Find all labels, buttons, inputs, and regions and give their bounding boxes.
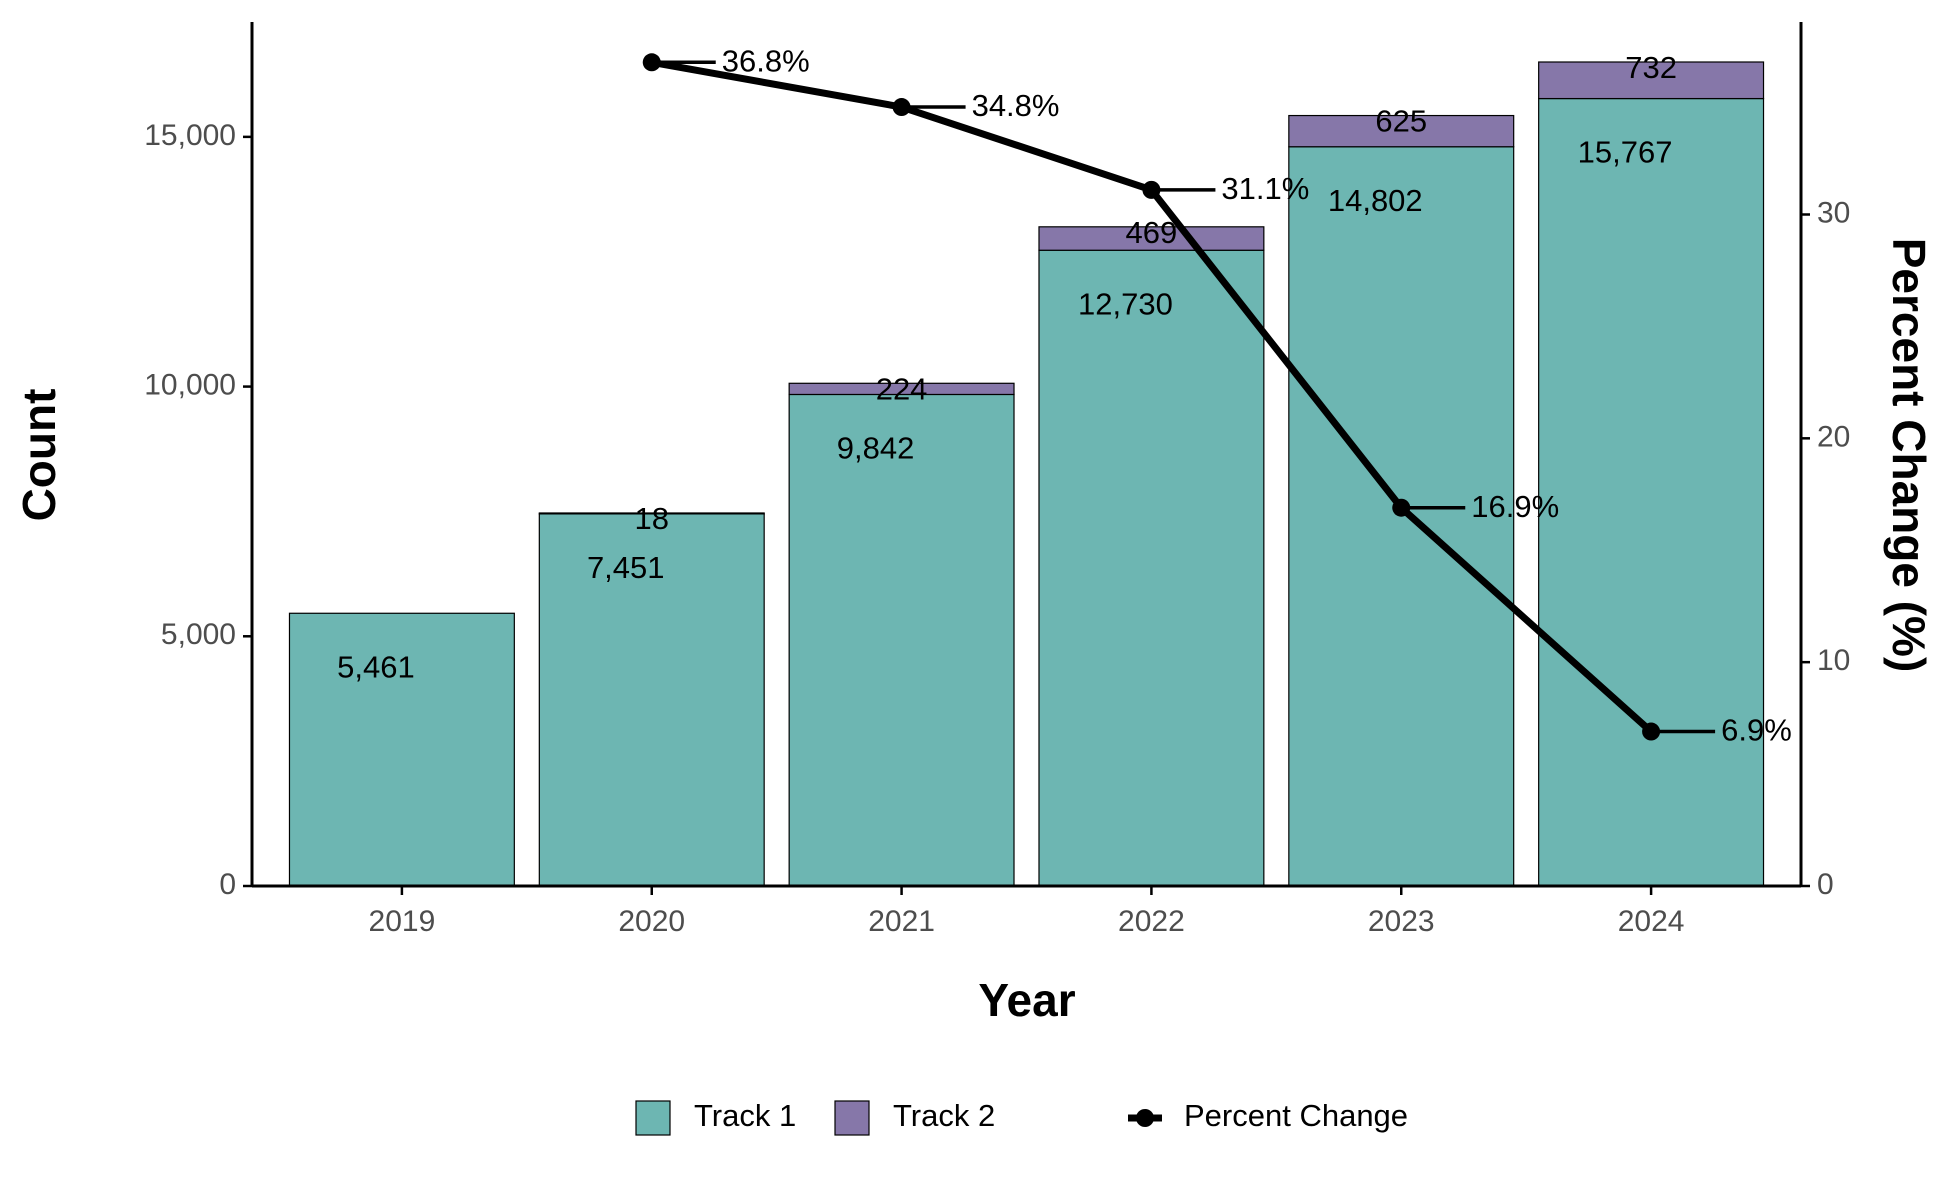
data-label: 6.9%: [1721, 713, 1792, 748]
y-axis-title: Count: [13, 389, 65, 522]
x-tick-label: 2023: [1368, 905, 1435, 938]
data-label: 7,451: [587, 550, 665, 585]
y2-tick-label: 20: [1817, 420, 1850, 453]
bar: [1288, 114, 1515, 148]
y-tick-label: 0: [219, 868, 236, 901]
x-tick-label: 2024: [1618, 905, 1685, 938]
data-label: 5,461: [337, 649, 415, 684]
data-label: 34.8%: [972, 88, 1060, 123]
x-axis-title: Year: [978, 974, 1075, 1026]
legend-point: [1136, 1109, 1154, 1127]
data-label: 625: [1375, 104, 1427, 139]
data-label: 12,730: [1078, 286, 1173, 321]
x-tick-label: 2022: [1118, 905, 1185, 938]
bar: [1038, 226, 1265, 251]
bar: [788, 393, 1015, 887]
x-tick-label: 2020: [618, 905, 685, 938]
y2-tick-label: 30: [1817, 196, 1850, 229]
data-label: 224: [876, 371, 928, 406]
bar: [788, 382, 1015, 396]
data-label: 31.1%: [1221, 171, 1309, 206]
bar: [538, 513, 765, 887]
bar: [1538, 61, 1765, 100]
data-label: 15,767: [1578, 135, 1673, 170]
data-label: 732: [1625, 50, 1677, 85]
data-label: 469: [1126, 215, 1178, 250]
legend-swatch: [834, 1100, 870, 1136]
data-label: 18: [634, 501, 668, 536]
bar: [1538, 97, 1765, 887]
legend-label: Percent Change: [1184, 1098, 1408, 1133]
y-tick-label: 10,000: [144, 368, 236, 401]
y-tick-label: 15,000: [144, 119, 236, 152]
data-label: 36.8%: [722, 43, 810, 78]
bar: [288, 612, 515, 887]
legend-label: Track 1: [694, 1098, 796, 1133]
legend-label: Track 2: [893, 1098, 995, 1133]
legend-swatch: [635, 1100, 671, 1136]
bar: [538, 512, 765, 515]
data-label: 16.9%: [1471, 489, 1559, 524]
y-tick-label: 5,000: [161, 618, 236, 651]
data-label: 9,842: [837, 431, 915, 466]
y2-tick-label: 10: [1817, 644, 1850, 677]
data-label: 14,802: [1328, 183, 1423, 218]
y2-axis-title: Percent Change (%): [1883, 238, 1935, 673]
bar: [1038, 249, 1265, 887]
y2-tick-label: 0: [1817, 868, 1834, 901]
x-tick-label: 2021: [868, 905, 935, 938]
x-tick-label: 2019: [369, 905, 436, 938]
